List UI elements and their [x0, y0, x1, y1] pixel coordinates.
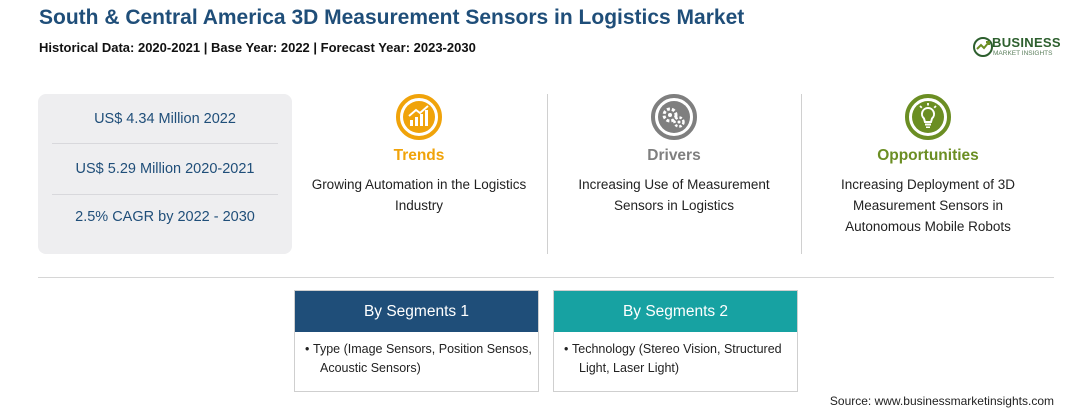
page-subtitle: Historical Data: 2020-2021 | Base Year: … [39, 40, 476, 55]
segment-2-item-cont: Light, Laser Light) [579, 361, 680, 375]
stat-divider [52, 194, 278, 195]
trends-text-line: Growing Automation in the Logistics [311, 177, 527, 192]
trends-text-line: Industry [394, 198, 444, 213]
segment-1-item: Type (Image Sensors, Position Sensos, [313, 342, 532, 356]
segment-card-1: By Segments 1 • Type (Image Sensors, Posi… [294, 290, 539, 392]
bullet-icon: • [305, 342, 310, 356]
trends-heading: Trends [393, 147, 445, 164]
segment-2-item: Technology (Stereo Vision, Structured [572, 342, 782, 356]
opportunities-text-line: Measurement Sensors in [852, 198, 1004, 213]
segment-1-title: By Segments 1 [295, 291, 538, 332]
segment-2-title: By Segments 2 [554, 291, 797, 332]
opportunities-text-line: Autonomous Mobile Robots [845, 219, 1011, 234]
stats-panel: US$ 4.34 Million 2022 US$ 5.29 Million 2… [38, 94, 292, 254]
logo-name: BUSINESS [992, 35, 1061, 50]
company-logo: BUSINESS MARKET INSIGHTS [972, 34, 1062, 62]
stat-market-size-2022: US$ 4.34 Million 2022 [94, 111, 236, 127]
drivers-text: Increasing Use of Measurement Sensors in… [549, 174, 799, 216]
segment-card-2: By Segments 2 • Technology (Stereo Vision… [553, 290, 798, 392]
logo-tagline: MARKET INSIGHTS [993, 50, 1053, 57]
bullet-icon: • [564, 342, 569, 356]
gears-icon [651, 94, 697, 140]
lightbulb-icon [905, 94, 951, 140]
opportunities-text-line: Increasing Deployment of 3D [840, 177, 1016, 192]
section-divider [38, 277, 1054, 278]
drivers-text-line: Sensors in Logistics [613, 198, 735, 213]
drivers-text-line: Increasing Use of Measurement [578, 177, 770, 192]
stat-divider [52, 143, 278, 144]
segment-1-item-cont: Acoustic Sensors) [320, 361, 421, 375]
column-divider [801, 94, 802, 254]
source-note: Source: www.businessmarketinsights.com [829, 394, 1054, 408]
trend-chart-icon [396, 94, 442, 140]
stat-cagr: 2.5% CAGR by 2022 - 2030 [75, 209, 255, 225]
trends-column: Trends Growing Automation in the Logisti… [294, 94, 544, 216]
drivers-column: Drivers Increasing Use of Measurement Se… [549, 94, 799, 216]
segment-1-body: • Type (Image Sensors, Position Sensos, A… [295, 332, 538, 378]
segment-2-body: • Technology (Stereo Vision, Structured L… [554, 332, 797, 378]
column-divider [547, 94, 548, 254]
globe-logo-icon [973, 37, 993, 57]
opportunities-column: Opportunities Increasing Deployment of 3… [803, 94, 1053, 237]
stat-market-size-historical: US$ 5.29 Million 2020-2021 [75, 161, 255, 177]
trends-text: Growing Automation in the Logistics Indu… [294, 174, 544, 216]
page-title: South & Central America 3D Measurement S… [39, 6, 745, 29]
opportunities-heading: Opportunities [877, 147, 979, 164]
drivers-heading: Drivers [647, 147, 701, 164]
opportunities-text: Increasing Deployment of 3D Measurement … [803, 174, 1053, 237]
